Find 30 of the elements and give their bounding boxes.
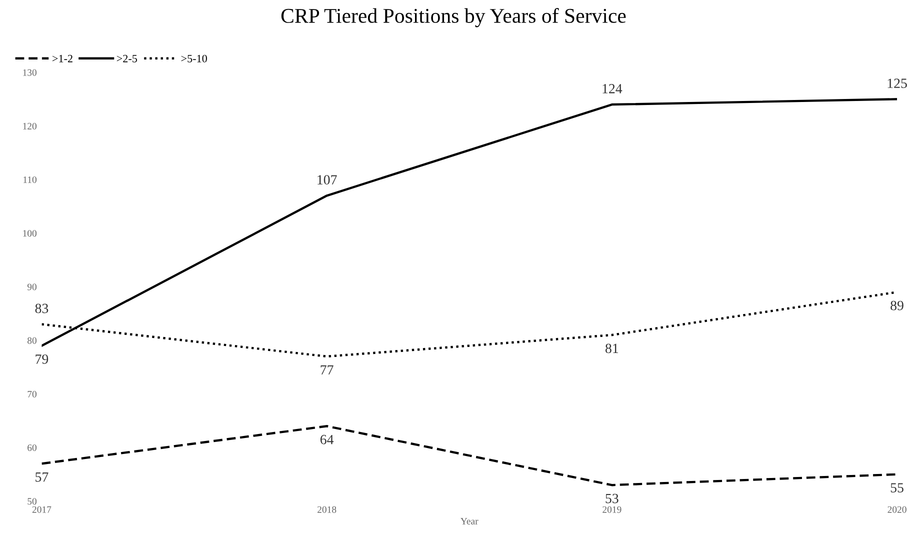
data-label: 79 xyxy=(36,354,48,364)
data-label: 53 xyxy=(606,494,618,504)
legend-label: >1-2 xyxy=(52,54,72,62)
y-tick-label: 80 xyxy=(28,337,36,344)
data-label: 55 xyxy=(890,483,904,492)
data-label: 81 xyxy=(606,344,618,354)
data-label: 64 xyxy=(320,434,334,444)
y-tick-label: 100 xyxy=(23,230,36,237)
data-label: 124 xyxy=(602,84,622,94)
y-tick-label: 70 xyxy=(28,390,36,398)
legend-label: >5-10 xyxy=(181,54,207,62)
data-label: 77 xyxy=(320,365,334,374)
y-tick-label: 130 xyxy=(23,69,36,76)
y-tick-label: 110 xyxy=(23,176,36,184)
data-label: 83 xyxy=(35,304,48,314)
x-axis-title: Year xyxy=(460,518,478,524)
x-tick-label: 2017 xyxy=(32,506,52,513)
y-tick-label: 60 xyxy=(28,444,36,452)
data-label: 57 xyxy=(36,472,48,482)
data-label: 125 xyxy=(888,78,907,88)
y-tick-label: 90 xyxy=(27,284,36,290)
x-tick-label: 2020 xyxy=(888,506,906,513)
data-label: 89 xyxy=(890,300,904,310)
legend-label: >2-5 xyxy=(116,54,138,62)
chart-title: CRP Tiered Positions by Years of Service xyxy=(281,8,626,28)
data-label: 107 xyxy=(318,175,337,184)
y-tick-label: 50 xyxy=(28,498,36,505)
x-tick-label: 2019 xyxy=(602,506,622,513)
x-tick-label: 2018 xyxy=(318,506,336,513)
y-tick-label: 120 xyxy=(23,122,36,130)
